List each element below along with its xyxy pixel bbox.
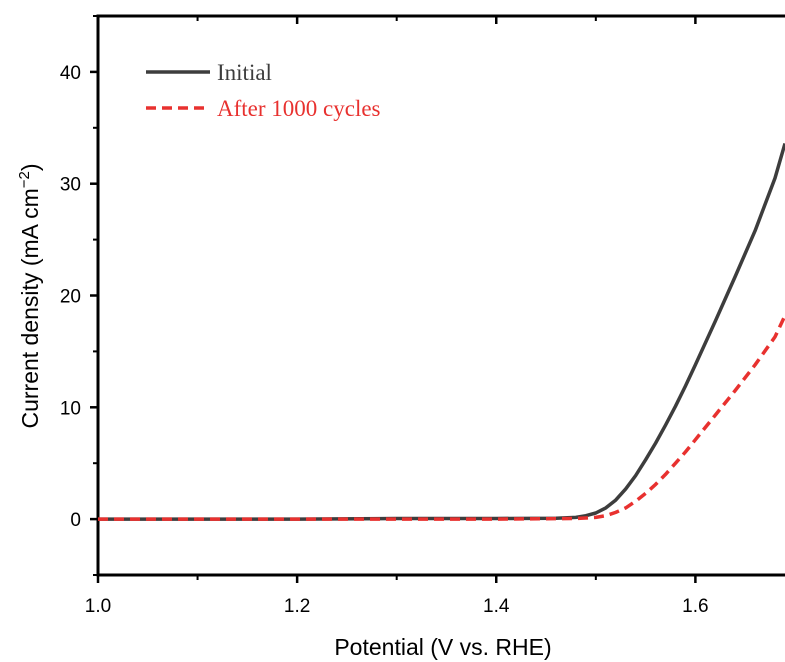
x-axis-title: Potential (V vs. RHE) (334, 634, 551, 660)
x-tick-label: 1.0 (85, 596, 111, 617)
y-axis-title: Current density (mA cm−2) (16, 163, 43, 428)
y-tick-label: 20 (60, 287, 81, 308)
y-tick-label: 30 (60, 175, 81, 196)
y-tick-label: 0 (70, 510, 81, 531)
y-tick-label: 10 (60, 398, 81, 419)
y-tick-label: 40 (60, 63, 81, 84)
series-line-2 (98, 314, 785, 521)
legend-label-1: Initial (217, 60, 272, 85)
x-tick-label: 1.2 (284, 596, 310, 617)
legend-label-2: After 1000 cycles (217, 96, 381, 121)
x-tick-label: 1.6 (682, 596, 708, 617)
x-tick-label: 1.4 (483, 596, 510, 617)
series-line-1 (98, 143, 785, 521)
